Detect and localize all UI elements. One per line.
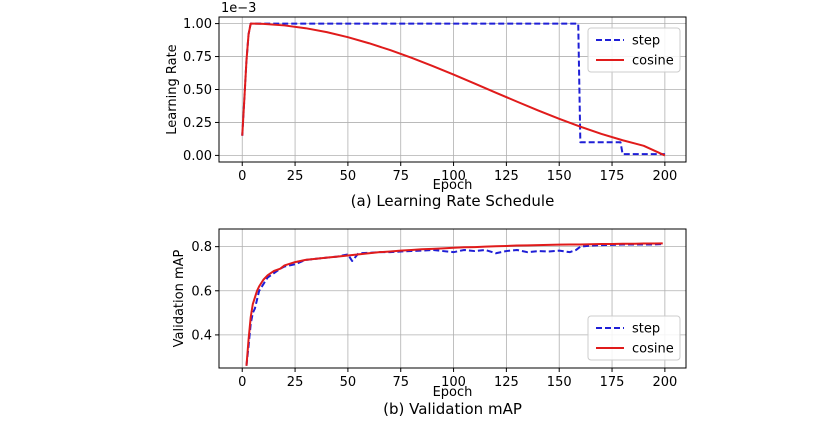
- x-tick-label: 50: [340, 169, 357, 184]
- x-tick-label: 25: [287, 375, 304, 390]
- x-tick-label: 125: [494, 375, 519, 390]
- x-tick-label: 175: [600, 169, 625, 184]
- y-tick-label: 0.00: [183, 149, 212, 164]
- legend-label-step: step: [632, 34, 660, 49]
- y-tick-label: 0.75: [183, 50, 212, 65]
- x-axis-label: Epoch: [433, 385, 473, 400]
- series-line-step: [245, 243, 663, 366]
- x-tick-label: 75: [392, 375, 409, 390]
- legend-label-step: step: [632, 322, 660, 337]
- x-tick-label: 25: [287, 169, 304, 184]
- plot-frame: [218, 228, 687, 369]
- chart-0: 0 25 50 75 100 125 150 175 200 0.00 0.25 0.50 0.75 1.…: [165, 1, 687, 210]
- legend-label-cosine: cosine: [632, 54, 674, 69]
- y-tick-label: 0.8: [191, 240, 212, 255]
- x-tick-label: 150: [547, 169, 572, 184]
- y-axis-label: Validation mAP: [172, 249, 187, 347]
- x-tick-label: 100: [441, 169, 466, 184]
- x-tick-label: 175: [600, 375, 625, 390]
- y-tick-label: 1.00: [183, 17, 212, 32]
- x-tick-label: 200: [652, 375, 677, 390]
- x-tick-label: 75: [392, 169, 409, 184]
- legend: step cosine: [587, 315, 681, 361]
- x-tick-label: 100: [441, 375, 466, 390]
- x-tick-label: 125: [494, 169, 519, 184]
- chart-caption: (b) Validation mAP: [383, 400, 522, 418]
- chart-1: 0 25 50 75 100 125 150 175 200 0.4 0.6 0.8 Epoch Vali…: [172, 228, 687, 418]
- series-line-cosine: [245, 242, 663, 366]
- chart-caption: (a) Learning Rate Schedule: [351, 192, 555, 210]
- x-tick-label: 200: [652, 169, 677, 184]
- x-tick-label: 0: [238, 169, 246, 184]
- x-tick-label: 150: [547, 375, 572, 390]
- y-tick-label: 0.50: [183, 83, 212, 98]
- legend: step cosine: [587, 27, 681, 73]
- x-axis-label: Epoch: [433, 178, 473, 193]
- y-tick-label: 0.6: [191, 284, 212, 299]
- series-line-cosine: [241, 22, 666, 157]
- y-axis-label: Learning Rate: [165, 44, 180, 134]
- y-tick-label: 0.25: [183, 116, 212, 131]
- x-tick-label: 50: [340, 375, 357, 390]
- x-tick-label: 0: [238, 375, 246, 390]
- y-tick-label: 0.4: [191, 328, 212, 343]
- y-offset-label: 1e−3: [221, 1, 256, 16]
- legend-label-cosine: cosine: [632, 342, 674, 357]
